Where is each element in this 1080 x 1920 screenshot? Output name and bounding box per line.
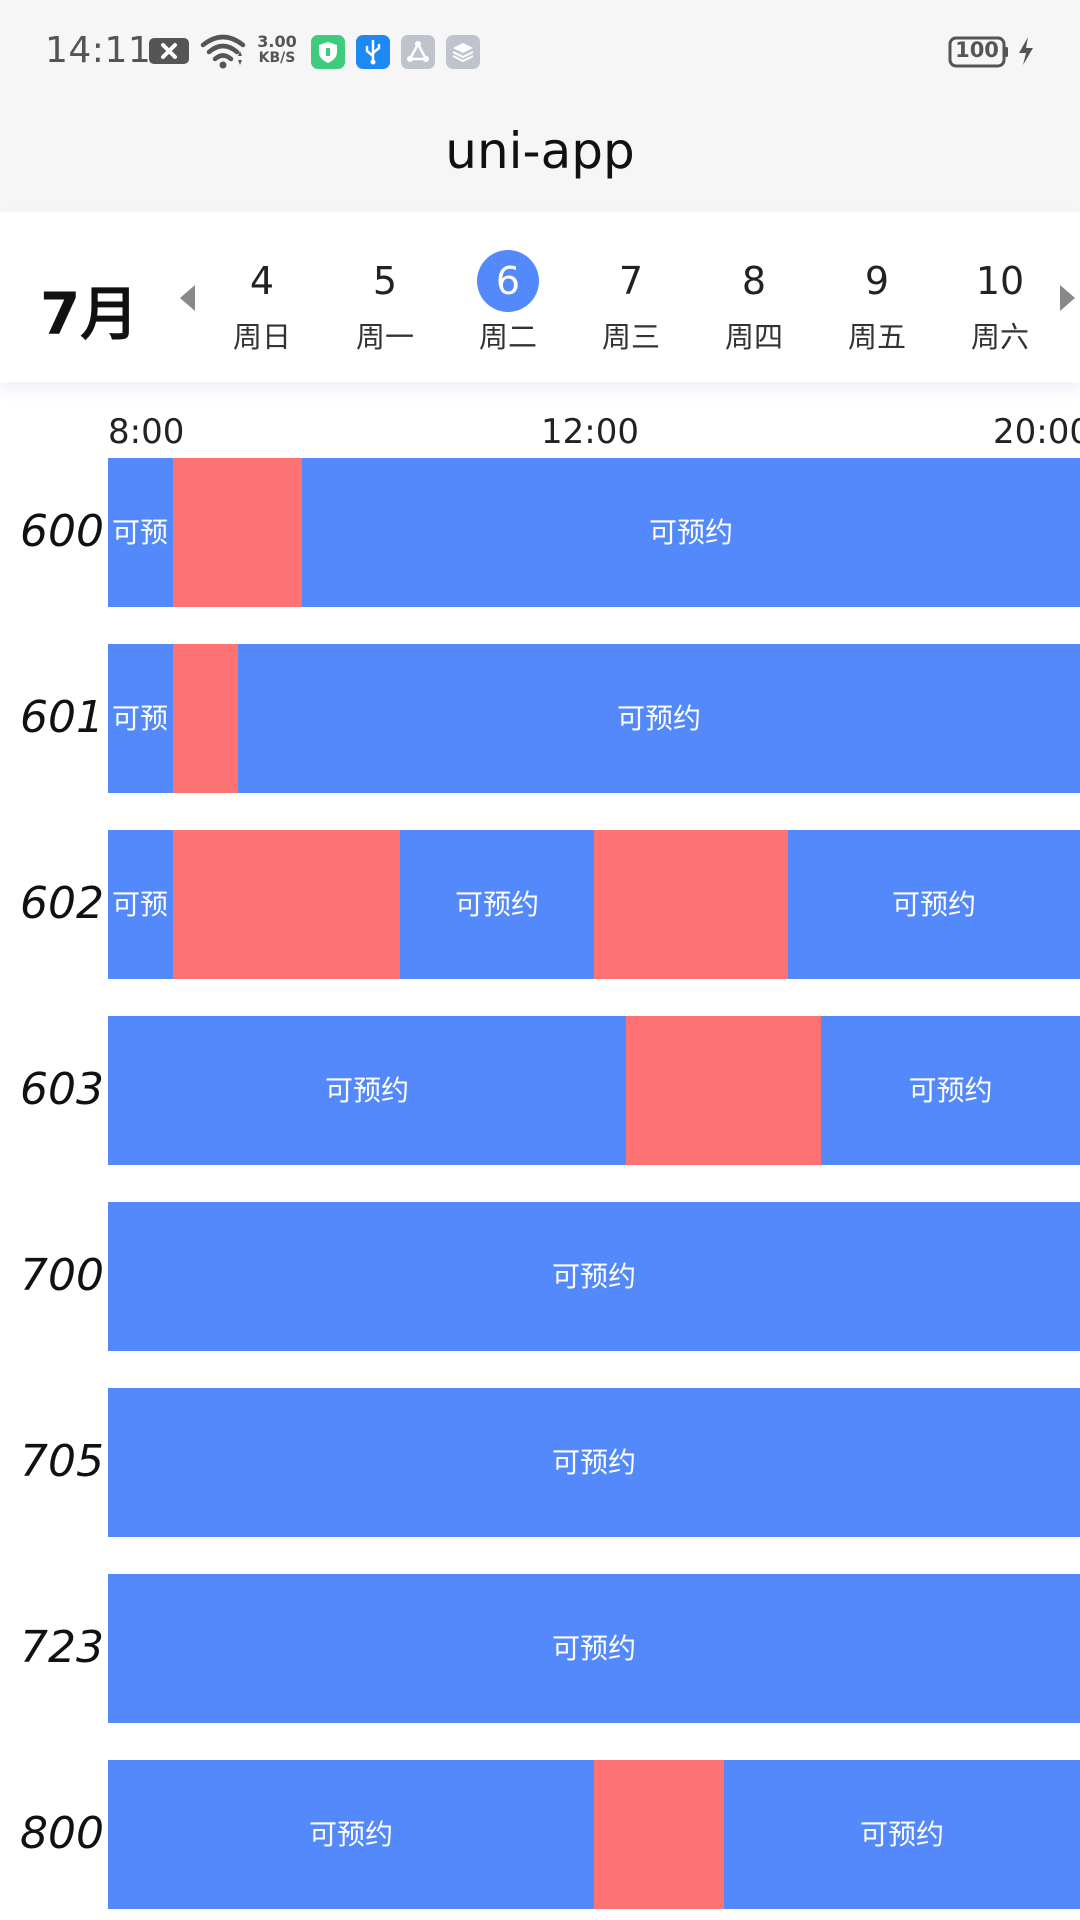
time-label-mid: 12:00 [541, 412, 639, 452]
available-slot[interactable]: 可预 [108, 644, 173, 793]
day-item[interactable]: 5 周一 [330, 250, 440, 360]
day-number: 9 [864, 259, 890, 303]
room-row: 705 可预约 [0, 1388, 1080, 1537]
available-slot[interactable]: 可预约 [400, 830, 594, 979]
booked-slot [594, 1760, 724, 1909]
battery-level: 100 [955, 38, 999, 62]
room-row: 600 可预 可预约 [0, 458, 1080, 607]
time-label-start: 8:00 [108, 412, 185, 452]
day-number: 10 [975, 259, 1025, 303]
schedule-bar: 可预约 可预约 [108, 1016, 1080, 1165]
schedule-bar: 可预 可预约 可预约 [108, 830, 1080, 979]
next-week-arrow-icon[interactable] [1060, 285, 1075, 311]
booked-slot [173, 644, 238, 793]
room-number: 601 [20, 692, 104, 743]
layers-app-icon [446, 35, 480, 69]
nav-bar: uni-app [0, 100, 1080, 212]
available-slot[interactable]: 可预 [108, 458, 173, 607]
network-speed: 3.00 KB/S [254, 33, 300, 67]
share-app-icon [401, 35, 435, 69]
day-weekday: 周日 [232, 320, 291, 354]
schedule-bar: 可预 可预约 [108, 458, 1080, 607]
room-number: 723 [20, 1622, 104, 1673]
available-slot[interactable]: 可预约 [302, 458, 1080, 607]
day-item[interactable]: 4 周日 [207, 250, 317, 360]
wifi-icon [200, 34, 246, 69]
room-row: 723 可预约 [0, 1574, 1080, 1723]
available-slot[interactable]: 可预约 [238, 644, 1080, 793]
room-number: 600 [20, 506, 104, 557]
available-slot[interactable]: 可预约 [788, 830, 1080, 979]
available-slot[interactable]: 可预 [108, 830, 173, 979]
available-slot[interactable]: 可预约 [108, 1388, 1080, 1537]
schedule-bar: 可预 可预约 [108, 644, 1080, 793]
notification-x-icon [149, 38, 189, 64]
day-weekday: 周三 [601, 320, 660, 354]
room-number: 800 [20, 1808, 104, 1859]
day-number: 7 [618, 259, 644, 303]
page-title: uni-app [445, 122, 635, 180]
available-slot[interactable]: 可预约 [821, 1016, 1080, 1165]
shield-app-icon [311, 35, 345, 69]
day-weekday: 周四 [724, 320, 783, 354]
battery-icon [948, 36, 1008, 68]
room-row: 601 可预 可预约 [0, 644, 1080, 793]
status-bar: 14:11 3.00 KB/S 100 [0, 0, 1080, 100]
time-label-end: 20:00 [993, 412, 1080, 452]
day-number: 5 [372, 259, 398, 303]
available-slot[interactable]: 可预约 [108, 1202, 1080, 1351]
schedule-bar: 可预约 [108, 1388, 1080, 1537]
status-time: 14:11 [45, 30, 152, 71]
booked-slot [626, 1016, 821, 1165]
room-row: 602 可预 可预约 可预约 [0, 830, 1080, 979]
day-weekday: 周二 [478, 320, 537, 354]
day-weekday: 周五 [847, 320, 906, 354]
room-number: 603 [20, 1064, 104, 1115]
room-number: 705 [20, 1436, 104, 1487]
day-number: 4 [249, 259, 275, 303]
charging-icon [1019, 37, 1033, 65]
booked-slot [173, 830, 400, 979]
schedule-bar: 可预约 [108, 1574, 1080, 1723]
date-header: 7月 4 周日 5 周一 6 周二 7 周三 8 周四 9 周五 10 周六 [0, 212, 1080, 382]
day-item[interactable]: 10 周六 [945, 250, 1055, 360]
usb-icon [356, 35, 390, 69]
day-item-selected[interactable]: 6 周二 [453, 250, 563, 360]
network-speed-value: 3.00 [257, 32, 297, 51]
available-slot[interactable]: 可预约 [108, 1760, 594, 1909]
available-slot[interactable]: 可预约 [108, 1574, 1080, 1723]
day-item[interactable]: 8 周四 [699, 250, 809, 360]
schedule-bar: 可预约 [108, 1202, 1080, 1351]
day-weekday: 周一 [355, 320, 414, 354]
month-label: 7月 [40, 280, 139, 348]
room-row: 603 可预约 可预约 [0, 1016, 1080, 1165]
available-slot[interactable]: 可预约 [108, 1016, 626, 1165]
room-number: 602 [20, 878, 104, 929]
booked-slot [594, 830, 788, 979]
day-item[interactable]: 7 周三 [576, 250, 686, 360]
day-weekday: 周六 [970, 320, 1029, 354]
available-slot[interactable]: 可预约 [724, 1760, 1080, 1909]
schedule-bar: 可预约 可预约 [108, 1760, 1080, 1909]
day-number: 8 [741, 259, 767, 303]
room-number: 700 [20, 1250, 104, 1301]
prev-week-arrow-icon[interactable] [180, 285, 195, 311]
day-item[interactable]: 9 周五 [822, 250, 932, 360]
day-number: 6 [477, 250, 539, 312]
room-row: 700 可预约 [0, 1202, 1080, 1351]
network-speed-unit: KB/S [258, 50, 296, 66]
room-row: 800 可预约 可预约 [0, 1760, 1080, 1909]
booked-slot [173, 458, 302, 607]
